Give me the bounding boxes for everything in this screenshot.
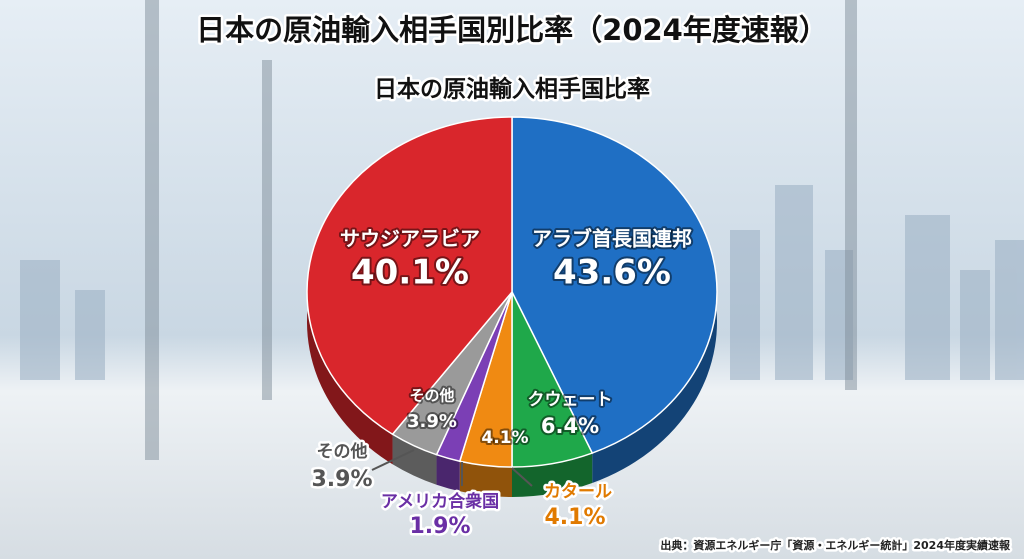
outside-label: カタール xyxy=(544,482,612,502)
slice-label: アラブ首長国連邦 xyxy=(532,227,692,251)
slice-side xyxy=(459,461,512,497)
slice-side xyxy=(392,434,437,485)
outside-value: 1.9% xyxy=(409,514,470,539)
outside-value: 4.1% xyxy=(544,505,605,530)
chart-title: 日本の原油輸入相手国別比率（2024年度速報） xyxy=(196,13,828,47)
slice-label: サウジアラビア xyxy=(340,227,480,251)
slice-value: 6.4% xyxy=(541,414,599,438)
source-note: 出典：資源エネルギー庁「資源・エネルギー統計」2024年度実績速報 xyxy=(660,538,1011,552)
slice-value: 3.9% xyxy=(407,411,457,432)
slice-side xyxy=(436,454,460,492)
outside-value: 3.9% xyxy=(311,467,372,492)
slice-value: 43.6% xyxy=(553,253,671,293)
slice xyxy=(511,116,718,454)
leader-lines xyxy=(371,449,533,487)
outside-label: アメリカ合衆国 xyxy=(381,491,499,512)
outside-label: その他 xyxy=(317,441,368,462)
slice-label: その他 xyxy=(409,387,454,405)
window-frames xyxy=(145,0,857,460)
pie xyxy=(306,116,718,497)
slice-side xyxy=(512,453,593,497)
slice xyxy=(306,116,513,436)
slice-label: クウェート xyxy=(528,390,613,410)
chart-subtitle: 日本の原油輸入相手国比率 xyxy=(374,76,650,103)
slice-value: 40.1% xyxy=(351,253,469,293)
slice-value: 4.1% xyxy=(481,428,528,448)
